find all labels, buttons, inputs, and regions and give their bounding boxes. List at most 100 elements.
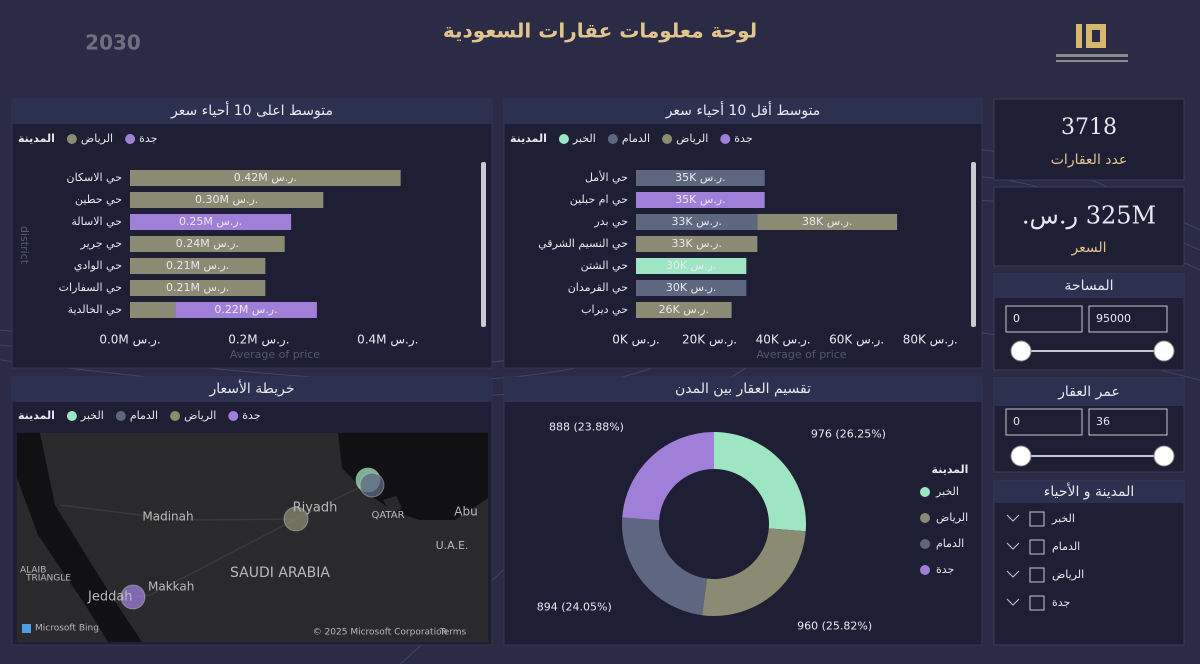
slider-handle[interactable] xyxy=(1153,445,1175,467)
value-label: 0.24M ر.س. xyxy=(176,237,239,250)
map-label: QATAR xyxy=(371,510,404,521)
slicer-input[interactable] xyxy=(1005,305,1083,333)
legend-label: جدة xyxy=(734,132,752,145)
value-label: 0.42M ر.س. xyxy=(234,171,297,184)
bar xyxy=(636,280,747,296)
map-label: Microsoft Bing xyxy=(35,624,99,634)
checkbox[interactable] xyxy=(1029,539,1045,555)
city-bubble xyxy=(283,506,309,532)
value-label: 33K ر.س. xyxy=(671,215,721,228)
checkbox[interactable] xyxy=(1029,511,1045,527)
checkbox[interactable] xyxy=(1029,567,1045,583)
bar xyxy=(636,302,732,318)
legend-label: جدة xyxy=(139,132,157,145)
map-label: ALAIB xyxy=(20,566,46,576)
legend-marker xyxy=(920,487,930,497)
category-label: حي بدر xyxy=(593,215,628,228)
slicer-input[interactable] xyxy=(1088,408,1168,436)
map-label: Madinah xyxy=(142,510,193,524)
legend-marker xyxy=(920,565,930,575)
filter-item: الرياض xyxy=(1052,568,1084,581)
filter-list: الخبر الدمام الرياض جدة xyxy=(1006,511,1084,611)
filter-item: الخبر xyxy=(1051,512,1075,525)
legend-label: جدة xyxy=(936,563,954,576)
legend-marker xyxy=(607,134,618,144)
donut-slice xyxy=(622,432,714,521)
category-label: حي ديراب xyxy=(581,303,628,316)
legend-label: الرياض xyxy=(676,132,708,145)
slicer-title: المساحة xyxy=(1064,278,1113,294)
legend-marker xyxy=(662,134,673,144)
bar xyxy=(636,236,758,252)
legend-title: المدينة xyxy=(932,463,969,476)
slicer-input[interactable] xyxy=(1005,408,1083,436)
chevron[interactable] xyxy=(1006,570,1020,578)
bar xyxy=(130,170,401,186)
legend-marker xyxy=(720,134,731,144)
slider-handle[interactable] xyxy=(1153,340,1175,362)
legend-title: المدينة xyxy=(18,132,55,145)
value-label: 30K ر.س. xyxy=(666,281,716,294)
x-tick-label: 20K ر.س. xyxy=(682,333,737,348)
bar xyxy=(636,170,765,186)
value-label: 0.21M ر.س. xyxy=(166,281,229,294)
x-tick-label: 0.4M ر.س. xyxy=(357,333,418,348)
legend-label: الرياض xyxy=(81,132,113,145)
chevron[interactable] xyxy=(1006,598,1020,606)
page-title: لوحة معلومات عقارات السعودية xyxy=(443,19,757,43)
value-label: 38K ر.س. xyxy=(802,215,852,228)
bar xyxy=(636,214,758,230)
x-tick-label: 80K ر.س. xyxy=(903,333,958,348)
kpi-value: 3718 xyxy=(1061,115,1117,140)
legend-marker xyxy=(66,134,77,144)
x-tick-label: 0.0M ر.س. xyxy=(99,333,160,348)
value-label: 0.21M ر.س. xyxy=(166,259,229,272)
chevron[interactable] xyxy=(1006,514,1020,522)
value-label: 0.25M ر.س. xyxy=(179,215,242,228)
map-label: Riyadh xyxy=(293,501,338,516)
bar xyxy=(130,236,285,252)
slider-handle[interactable] xyxy=(1010,340,1032,362)
bar xyxy=(130,214,292,230)
x-tick-label: 0K ر.س. xyxy=(612,333,659,348)
bar xyxy=(636,258,747,274)
legend-title: المدينة xyxy=(18,409,55,422)
kpi-value: 325M ر.س. xyxy=(1022,202,1156,230)
map-label: © 2025 Microsoft Corporation xyxy=(313,628,448,638)
chart-title: متوسط أقل 10 أحياء سعر xyxy=(665,101,821,119)
value-label: 35K ر.س. xyxy=(675,171,725,184)
x-tick-label: 40K ر.س. xyxy=(756,333,811,348)
map xyxy=(17,433,488,642)
slider-handle[interactable] xyxy=(1010,445,1032,467)
checkbox[interactable] xyxy=(1029,595,1045,611)
slice-label: 888 (23.88%) xyxy=(549,420,624,433)
legend-label: جدة xyxy=(242,409,260,422)
company-logo xyxy=(1056,24,1128,62)
legend-label: الرياض xyxy=(936,511,968,524)
x-tick-label: 60K ر.س. xyxy=(829,333,884,348)
slicer-min: 0 xyxy=(1013,312,1020,325)
chevron[interactable] xyxy=(1006,542,1020,550)
category-label: حي الشتن xyxy=(581,259,628,272)
map-label: SAUDI ARABIA xyxy=(230,565,330,581)
bar xyxy=(175,302,317,318)
city-bubble xyxy=(120,584,146,610)
value-label: 30K ر.س. xyxy=(666,259,716,272)
donut-slice xyxy=(621,517,707,616)
legend-label: الرياض xyxy=(184,409,216,422)
legend-marker xyxy=(558,134,569,144)
legend-marker xyxy=(920,513,930,523)
map-label: U.A.E. xyxy=(436,539,469,552)
slicer-input[interactable] xyxy=(1088,305,1168,333)
bar xyxy=(130,280,266,296)
filter-item: جدة xyxy=(1052,596,1070,609)
bing-logo xyxy=(22,624,31,633)
x-axis-label: Average of price xyxy=(756,348,846,361)
map-label: Terms xyxy=(439,628,467,638)
category-label: حي الوادي xyxy=(74,259,122,272)
slice-label: 960 (25.82%) xyxy=(797,620,872,633)
legend-title: المدينة xyxy=(510,132,547,145)
value-label: 33K ر.س. xyxy=(671,237,721,250)
slicer-max: 95000 xyxy=(1096,312,1131,325)
